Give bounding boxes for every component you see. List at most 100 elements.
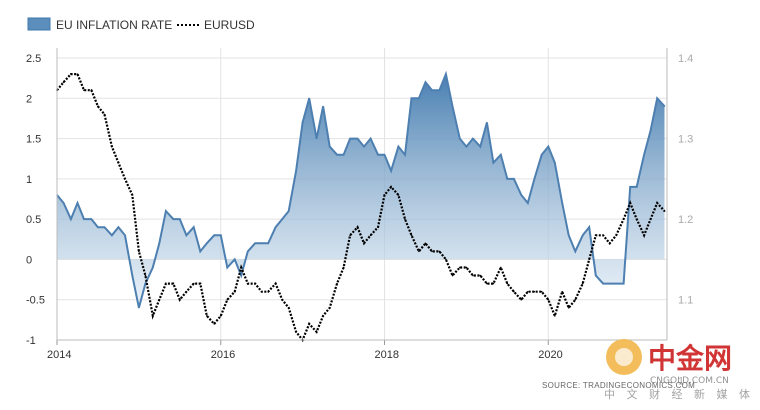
eurusd-point — [165, 282, 167, 285]
eurusd-point — [179, 298, 181, 301]
eurusd-point — [499, 266, 502, 269]
eurusd-point — [233, 290, 236, 293]
inflation-point — [623, 283, 625, 285]
inflation-point — [438, 89, 440, 91]
inflation-point — [179, 218, 181, 220]
left-tick-label: 1.5 — [26, 134, 41, 146]
eurusd-point — [431, 250, 433, 253]
eurusd-line — [56, 73, 666, 343]
inflation-point — [656, 97, 658, 99]
inflation-point — [418, 97, 420, 99]
watermark-domain: CNGOLD.COM.CN — [650, 376, 729, 386]
x-tick-label: 2020 — [538, 349, 562, 361]
eurusd-point — [124, 178, 126, 180]
eurusd-point — [445, 258, 447, 261]
inflation-point — [267, 242, 269, 244]
inflation-point — [103, 226, 106, 228]
inflation-point — [281, 218, 283, 220]
inflation-point — [574, 250, 576, 252]
inflation-line — [56, 70, 666, 309]
eurusd-point — [83, 89, 85, 92]
eurusd-point — [615, 234, 618, 237]
inflation-point — [83, 218, 85, 220]
left-tick-label: 0 — [26, 254, 32, 266]
eurusd-point — [608, 242, 611, 245]
inflation-point — [479, 146, 481, 148]
eurusd-point — [308, 323, 310, 325]
eurusd-point — [404, 218, 406, 220]
eurusd-point — [267, 290, 270, 293]
eurusd-point — [369, 234, 372, 237]
eurusd-point — [287, 306, 290, 309]
eurusd-point — [451, 274, 454, 277]
inflation-point — [533, 178, 535, 180]
eurusd-point — [390, 186, 392, 188]
eurusd-point — [410, 234, 413, 237]
eurusd-point — [90, 89, 93, 92]
eurusd-point — [192, 282, 195, 285]
eurusd-point — [622, 218, 625, 220]
eurusd-point — [158, 298, 161, 301]
inflation-point — [643, 154, 645, 156]
right-tick-label: 1.3 — [678, 134, 693, 146]
eurusd-point — [547, 298, 550, 301]
inflation-point — [424, 81, 427, 83]
inflation-point — [390, 170, 392, 172]
inflation-point — [342, 154, 345, 156]
inflation-point — [138, 307, 140, 309]
eurusd-line-layer — [56, 73, 666, 343]
inflation-point — [275, 226, 277, 228]
inflation-point — [185, 234, 187, 236]
inflation-point — [261, 242, 263, 244]
inflation-point — [356, 137, 359, 140]
eurusd-point — [151, 315, 154, 317]
inflation-point — [369, 137, 372, 140]
eurusd-point — [486, 282, 488, 285]
eurusd-point — [103, 113, 106, 116]
inflation-point — [329, 146, 331, 148]
inflation-point — [97, 226, 99, 228]
inflation-point — [90, 218, 92, 220]
inflation-point — [663, 105, 666, 107]
eurusd-point — [602, 234, 604, 237]
inflation-point — [349, 137, 351, 140]
inflation-point — [363, 146, 365, 148]
inflation-point — [568, 234, 570, 236]
left-tick-label: 1 — [26, 174, 32, 186]
left-tick-label: 0.5 — [26, 214, 41, 226]
inflation-point — [315, 137, 318, 140]
eurusd-point — [383, 194, 386, 196]
eurusd-point — [342, 266, 345, 269]
eurusd-point — [540, 290, 543, 293]
inflation-point — [431, 89, 433, 91]
eurusd-point — [274, 282, 277, 285]
eurusd-point — [581, 282, 584, 285]
eurusd-point — [349, 234, 351, 237]
inflation-point — [410, 97, 413, 99]
eurusd-point — [328, 306, 331, 309]
eurusd-point — [336, 282, 338, 285]
inflation-point — [650, 129, 652, 132]
legend-label-inflation: EU INFLATION RATE — [56, 18, 172, 32]
eurusd-point — [377, 226, 379, 228]
eurusd-point — [315, 331, 318, 333]
eurusd-point — [138, 250, 140, 253]
eurusd-point — [219, 315, 222, 317]
inflation-point — [465, 146, 467, 148]
eurusd-point — [131, 194, 134, 196]
inflation-point — [561, 202, 563, 204]
left-tick-label: -0.5 — [26, 295, 45, 307]
left-tick-label: -1 — [26, 335, 36, 347]
inflation-point — [404, 154, 406, 156]
eurusd-point — [438, 250, 441, 253]
eurusd-point — [111, 145, 113, 148]
inflation-point — [220, 234, 222, 236]
eurusd-point — [663, 210, 666, 212]
eurusd-point — [533, 290, 536, 293]
eurusd-point — [492, 282, 495, 285]
eurusd-point — [260, 290, 263, 293]
eurusd-point — [574, 298, 577, 301]
inflation-point — [377, 154, 379, 156]
inflation-point — [520, 194, 522, 196]
